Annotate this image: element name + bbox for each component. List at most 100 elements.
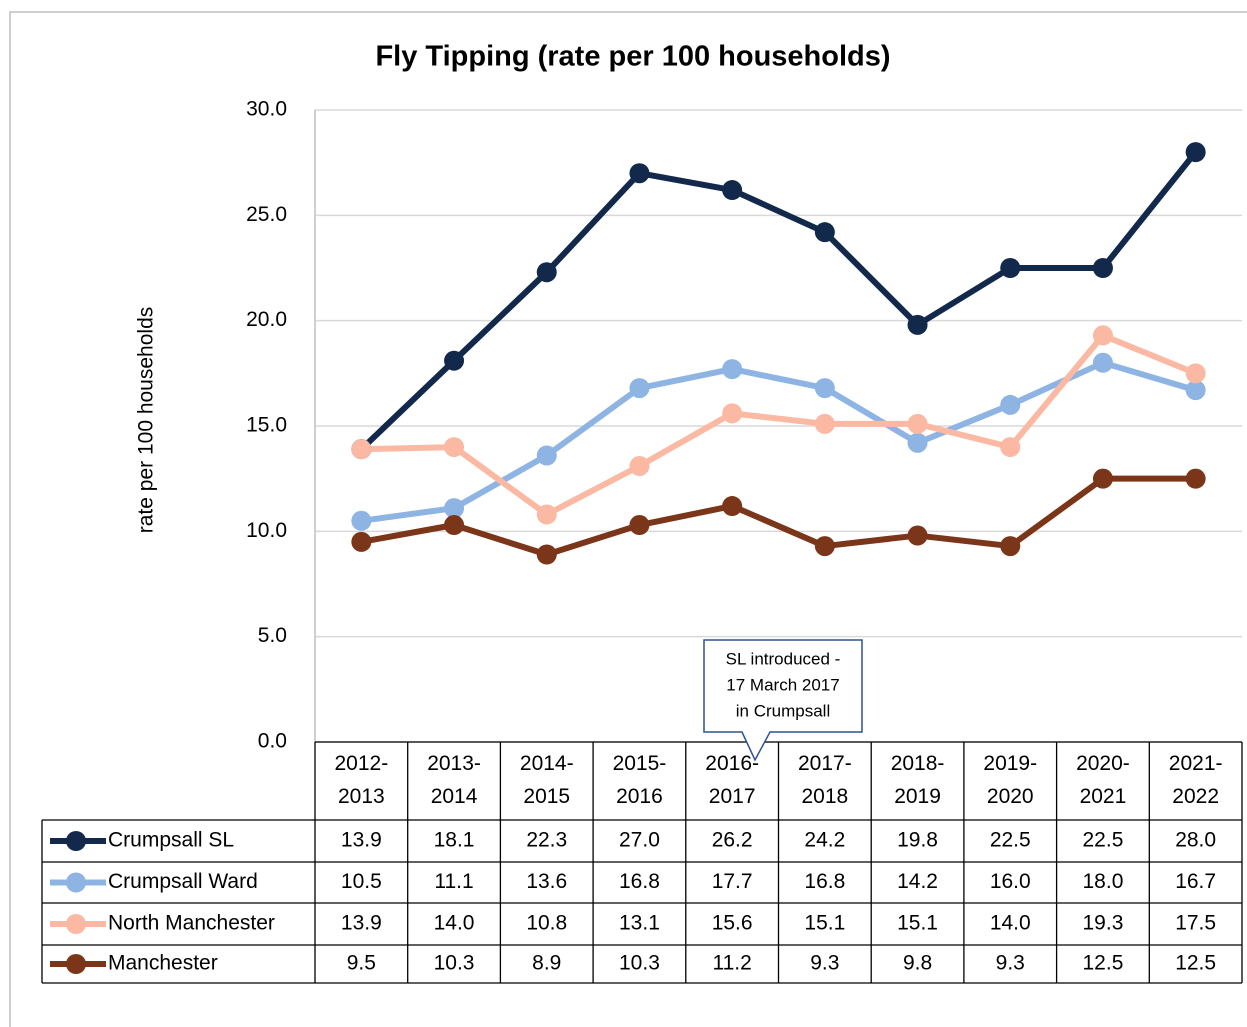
table-value: 11.2 [712, 952, 751, 975]
marker [629, 515, 650, 536]
marker [444, 350, 465, 371]
legend-marker [66, 954, 86, 974]
table-value: 12.5 [1175, 952, 1216, 975]
marker [814, 536, 835, 557]
x-tick-label: 2019-2020 [983, 752, 1038, 808]
table-value: 9.3 [996, 952, 1025, 975]
x-tick-label: 2012-2013 [334, 752, 389, 808]
table-value: 27.0 [619, 829, 660, 852]
table-value: 9.5 [347, 952, 376, 975]
table-value: 18.0 [1083, 870, 1124, 893]
y-tick-label: 10.0 [246, 519, 287, 542]
table-value: 13.9 [341, 912, 382, 935]
legend-label: Crumpsall Ward [108, 870, 258, 893]
series-line [359, 150, 1198, 452]
table-value: 9.8 [903, 952, 932, 975]
x-tick-label: 2017-2018 [797, 752, 852, 808]
table-value: 13.9 [341, 829, 382, 852]
marker [1185, 142, 1206, 163]
marker [536, 544, 557, 565]
y-tick-label: 0.0 [258, 730, 287, 753]
marker [1185, 468, 1206, 489]
marker [536, 504, 557, 525]
annotation-text: in Crumpsall [736, 701, 830, 720]
table-value: 14.0 [434, 912, 475, 935]
table-value: 15.1 [897, 912, 938, 935]
chart-border [9, 11, 1247, 1027]
marker [722, 403, 743, 424]
marker [1000, 437, 1021, 458]
table-value: 12.5 [1083, 952, 1124, 975]
legend-label: Manchester [108, 952, 218, 975]
marker [1185, 380, 1206, 401]
table-value: 11.1 [434, 870, 473, 893]
legend-marker [66, 872, 86, 893]
marker [1000, 394, 1021, 415]
marker [907, 314, 928, 335]
marker [1092, 468, 1113, 489]
table-value: 9.3 [810, 952, 839, 975]
table-value: 22.5 [1083, 829, 1124, 852]
marker [629, 378, 650, 399]
annotation-text: 17 March 2017 [726, 675, 839, 694]
marker [814, 413, 835, 434]
table-value: 10.3 [434, 952, 475, 975]
marker [1000, 258, 1021, 278]
y-tick-label: 25.0 [246, 203, 287, 226]
chart-title: Fly Tipping (rate per 100 households) [375, 41, 890, 73]
table-value: 22.5 [990, 829, 1031, 852]
x-tick-label: 2015-2016 [612, 752, 667, 808]
table-value: 26.2 [712, 829, 753, 852]
annotation-text: SL introduced - [726, 649, 841, 668]
x-tick-label: 2018-2019 [890, 752, 945, 808]
marker [1092, 352, 1113, 373]
table-value: 13.6 [526, 870, 567, 893]
table-value: 22.3 [526, 829, 567, 852]
marker [629, 163, 650, 184]
table-value: 15.6 [712, 912, 753, 935]
y-axis-label: rate per 100 households [135, 307, 158, 534]
x-tick-label: 2016-2017 [705, 752, 759, 808]
marker [1092, 258, 1113, 278]
series-line [361, 332, 1197, 518]
series-line [360, 359, 1197, 524]
marker [907, 525, 928, 546]
table-value: 13.1 [619, 912, 660, 935]
marker [536, 445, 557, 466]
y-tick-label: 20.0 [246, 308, 287, 331]
marker [351, 531, 372, 552]
x-tick-label: 2014-2015 [519, 752, 574, 808]
x-tick-label: 2020-2021 [1076, 752, 1130, 808]
x-tick-label: 2013-2014 [427, 752, 481, 808]
marker [722, 359, 743, 380]
annotation-box [703, 639, 863, 762]
table-value: 8.9 [532, 952, 561, 975]
table-value: 14.2 [897, 870, 938, 893]
table-value: 19.8 [897, 829, 938, 852]
legend-marker [66, 914, 86, 934]
legend-label: North Manchester [108, 912, 275, 935]
marker [536, 262, 557, 283]
table-value: 14.0 [990, 912, 1031, 935]
legend-label: Crumpsall SL [108, 829, 234, 852]
table-value: 16.8 [619, 870, 660, 893]
x-tick-label: 2021-2022 [1168, 752, 1223, 808]
marker [1000, 536, 1021, 557]
marker [444, 437, 465, 458]
table-value: 16.8 [804, 870, 845, 893]
marker [351, 510, 372, 531]
y-tick-label: 15.0 [246, 414, 287, 437]
marker [351, 439, 372, 460]
table-value: 10.8 [526, 912, 567, 935]
table-value: 24.2 [804, 829, 845, 852]
data-table [41, 741, 1243, 984]
marker [629, 456, 650, 477]
table-value: 16.7 [1175, 870, 1216, 893]
table-value: 18.1 [434, 829, 475, 852]
table-value: 16.0 [990, 870, 1031, 893]
legend-marker [66, 831, 86, 851]
table-value: 17.5 [1175, 912, 1216, 935]
y-tick-label: 30.0 [246, 98, 287, 121]
series-line [360, 475, 1196, 558]
